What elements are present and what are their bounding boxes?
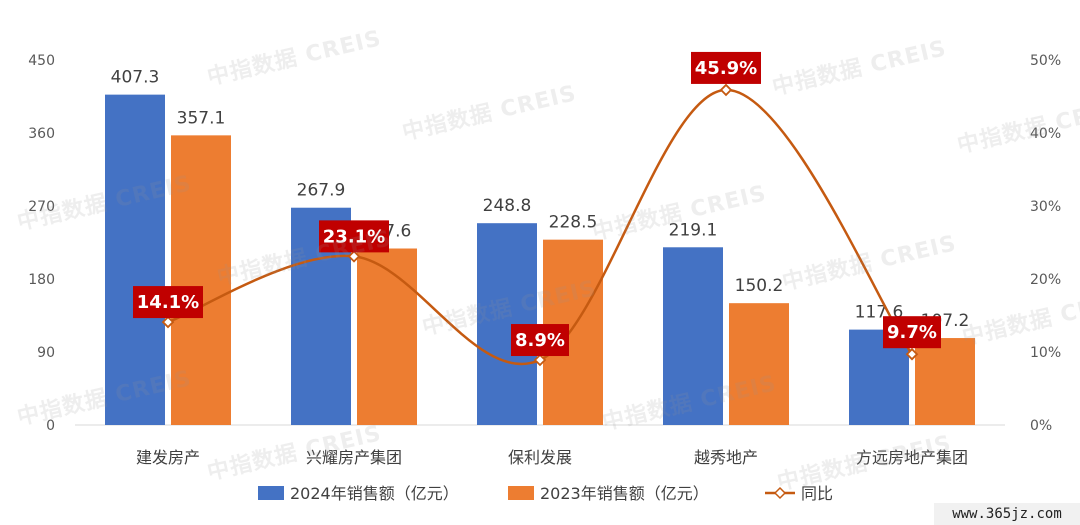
y-left-tick-label: 90 — [37, 345, 55, 361]
site-url-stamp: www.365jz.com — [934, 503, 1080, 525]
yoy-line — [167, 88, 914, 366]
yoy-badge — [691, 51, 761, 84]
y-right-tick-label: 10% — [1030, 345, 1061, 361]
yoy-badge — [511, 324, 569, 357]
bar-2023 — [915, 338, 975, 425]
legend-swatch — [508, 486, 534, 500]
category-label: 兴耀房产集团 — [306, 448, 402, 467]
yoy-marker — [533, 353, 547, 367]
bar-2023 — [357, 248, 417, 425]
yoy-badge-label: 9.7% — [887, 322, 937, 343]
legend-label: 2023年销售额（亿元） — [540, 484, 709, 503]
bar-2024-value-label: 248.8 — [483, 196, 532, 216]
bar-2024-value-label: 219.1 — [669, 220, 718, 240]
bar-2024 — [663, 247, 723, 425]
category-label: 方远房地产集团 — [856, 448, 968, 467]
yoy-badge-label: 14.1% — [137, 292, 199, 313]
yoy-badge — [319, 220, 389, 253]
bar-2023 — [171, 135, 231, 425]
legend-swatch — [258, 486, 284, 500]
yoy-marker — [719, 83, 733, 97]
yoy-marker — [905, 347, 919, 361]
y-left-tick-label: 450 — [28, 53, 55, 69]
category-label: 建发房产 — [136, 448, 200, 467]
y-right-tick-label: 50% — [1030, 53, 1061, 69]
yoy-badge-label: 8.9% — [515, 330, 565, 351]
yoy-badge — [883, 316, 941, 349]
bar-2023 — [729, 303, 789, 425]
yoy-badge-label: 23.1% — [323, 226, 385, 247]
category-label: 越秀地产 — [694, 448, 758, 467]
y-left-tick-label: 180 — [28, 272, 55, 288]
bar-2023-value-label: 357.1 — [177, 108, 226, 128]
y-left-tick-label: 270 — [28, 199, 55, 215]
y-right-tick-label: 20% — [1030, 272, 1061, 288]
y-right-tick-label: 40% — [1030, 126, 1061, 142]
yoy-marker — [161, 315, 175, 329]
yoy-badge-label: 45.9% — [695, 58, 757, 79]
category-label: 保利发展 — [508, 448, 572, 467]
bar-2023-value-label: 228.5 — [549, 213, 598, 233]
bar-2024 — [105, 94, 165, 425]
y-right-tick-label: 0% — [1030, 418, 1052, 434]
y-left-tick-label: 0 — [46, 418, 55, 434]
y-left-tick-label: 360 — [28, 126, 55, 142]
y-right-tick-label: 30% — [1030, 199, 1061, 215]
legend-marker — [773, 486, 787, 500]
legend-label: 2024年销售额（亿元） — [290, 484, 459, 503]
legend-label: 同比 — [801, 484, 833, 503]
bar-2024-value-label: 267.9 — [297, 181, 346, 201]
bar-2023-value-label: 150.2 — [735, 276, 784, 296]
bar-2024-value-label: 407.3 — [111, 68, 160, 88]
yoy-marker — [347, 250, 361, 263]
yoy-badge — [133, 286, 203, 319]
